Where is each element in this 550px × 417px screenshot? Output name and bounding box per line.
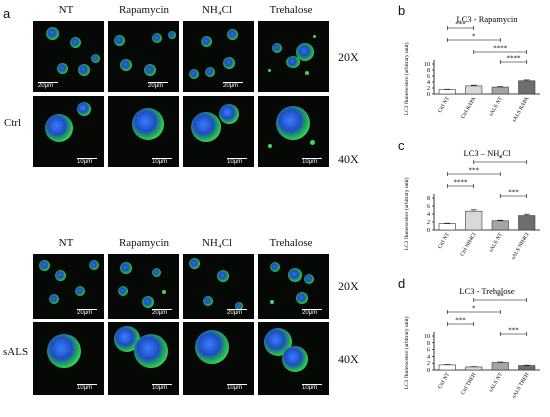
x-tick-label: sALS NT [488,95,504,117]
column-header-nt: NT [58,4,74,16]
significance-label: *** [455,21,466,29]
micrograph-sals-rapamycin-20x: 20μm [108,254,179,319]
y-tick-label: 10 [424,334,430,340]
chart-nh4cl: LC3 – NH₄Cl LC3 fluorescence (arbitrary u… [400,146,550,272]
x-tick-label: sALS NT [488,371,504,393]
micrograph-sals-trehalose-20x: 20μm [258,254,329,319]
significance-label: *** [469,167,480,175]
y-tick-label: 4 [427,80,430,86]
chart-title: LC3 - Trehalose [459,286,514,296]
micrograph-sals-nt-20x: 20μm [33,254,104,319]
row-label-ctrl: Ctrl [4,117,22,129]
column-header-trehalose: Trehalose [269,4,313,16]
column-header-rapamycin-sals: Rapamycin [118,237,170,249]
x-tick-label: Ctrl TREH [460,372,477,396]
significance-label: *** [455,317,466,325]
y-tick-label: 2 [427,361,430,367]
bar [491,362,509,371]
x-tick-label: Ctrl NT [437,371,451,390]
micrograph-sals-nh4cl-40x: 10μm [183,322,254,395]
y-tick-label: 2 [427,220,430,226]
micrograph-sals-rapamycin-40x: 10μm [108,322,179,395]
y-tick-label: 0 [427,368,430,374]
y-tick-label: 6 [427,204,430,210]
micrograph-ctrl-rapamycin-40x: 10μm [108,96,179,167]
bar [438,364,456,371]
x-tick-label: Ctrl NH4Cl [459,232,477,258]
chart-rapamycin: LC3 - Rapamycin LC3 fluorescence (arbitra… [400,12,550,136]
bar [465,210,483,231]
micrograph-ctrl-trehalose-20x [258,21,329,92]
y-tick-label: 6 [427,348,430,354]
chart-trehalose: LC3 - Trehalose LC3 fluorescence (arbitra… [400,284,550,412]
column-header-rapamycin: Rapamycin [118,4,170,16]
x-tick-label: sALS NH4Cl [510,232,530,261]
x-tick-label: Ctrl NT [437,231,451,250]
y-tick-label: 4 [427,212,430,218]
micrograph-sals-trehalose-40x: 10μm [258,322,329,395]
y-tick-label: 2 [427,86,430,92]
bar [491,220,509,231]
bar [438,89,456,95]
bar [465,366,483,371]
y-tick-label: 0 [427,92,430,98]
panel-letter-b: b [398,3,406,18]
significance-label: **** [507,55,522,63]
micrograph-ctrl-trehalose-40x: 10μm [258,96,329,167]
bar [518,80,536,95]
y-tick-label: 8 [427,341,430,347]
y-tick-label: 0 [427,228,430,234]
significance-label: *** [508,327,519,335]
chart-title: LC3 - Rapamycin [457,14,519,24]
y-tick-label: 4 [427,354,430,360]
significance-label: **** [454,179,469,187]
y-tick-label: 8 [427,196,430,202]
x-tick-label: sALS NT [488,231,504,253]
micrograph-ctrl-nh4cl-40x: 10μm [183,96,254,167]
bar [518,365,536,371]
mag-label-20x-sals: 20X [338,279,359,293]
significance-label: * [472,33,476,41]
bar [438,223,456,231]
bar [518,215,536,231]
row-label-sals: sALS [3,346,29,358]
x-tick-label: sALS RAPA [511,96,530,123]
significance-label: * [472,305,476,313]
micrograph-sals-nh4cl-20x: 20μm [183,254,254,319]
micrograph-ctrl-nh4cl-20x: 20μm [183,21,254,92]
significance-label: * [499,155,503,163]
panel-letter-a: a [3,6,11,21]
y-axis-label: LC3 fluorescence (arbitrary unit) [403,177,410,250]
mag-label-20x-ctrl: 20X [338,50,359,64]
bar [465,85,483,95]
y-axis-label: LC3 fluorescence (arbitrary unit) [403,316,410,389]
bar [491,86,509,95]
mag-label-40x-ctrl: 40X [338,152,359,166]
y-axis-label: LC3 fluorescence (arbitrary unit) [403,42,410,115]
y-tick-label: 10 [424,62,430,68]
column-header-nh4cl-sals: NH₄Cl [201,237,233,249]
column-header-trehalose-sals: Trehalose [269,237,313,249]
significance-label: *** [508,189,519,197]
significance-label: **** [493,45,508,53]
mag-label-40x-sals: 40X [338,352,359,366]
column-header-nh4cl: NH₄Cl [201,4,233,16]
panel-letter-c: c [398,138,405,153]
column-header-nt-sals: NT [58,237,74,249]
x-tick-label: sALS TREH [511,372,530,399]
chart-title: LC3 – NH₄Cl [464,148,512,158]
significance-label: ** [497,293,505,301]
x-tick-label: Ctrl RAPA [460,96,477,120]
micrograph-ctrl-nt-40x: 10μm [33,96,104,167]
micrograph-sals-nt-40x: 10μm [33,322,104,395]
micrograph-ctrl-rapamycin-20x: 20μm [108,21,179,92]
y-tick-label: 8 [427,68,430,74]
x-tick-label: Ctrl NT [437,95,451,114]
micrograph-ctrl-nt-20x: 20μm [33,21,104,92]
panel-letter-d: d [398,276,406,291]
y-tick-label: 6 [427,74,430,80]
